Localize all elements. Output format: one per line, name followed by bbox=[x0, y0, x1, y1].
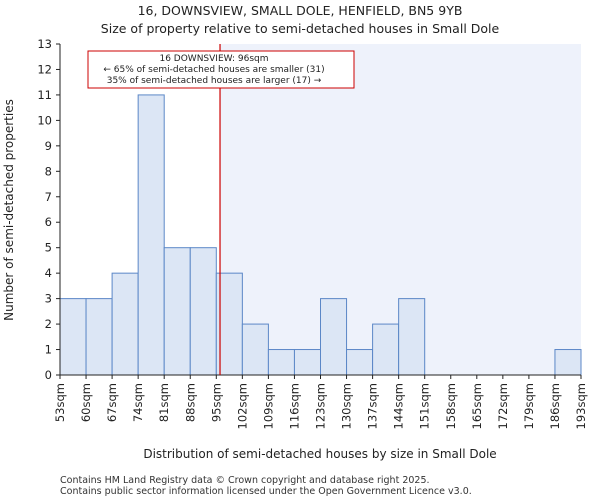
x-tick-label: 95sqm bbox=[209, 383, 223, 422]
x-tick-label: 158sqm bbox=[444, 383, 458, 429]
y-tick-label: 13 bbox=[37, 37, 52, 51]
x-tick-label: 130sqm bbox=[340, 383, 354, 429]
bar-137sqm bbox=[372, 323, 400, 376]
x-tick-label: 137sqm bbox=[366, 383, 380, 429]
y-tick-label: 0 bbox=[45, 368, 52, 382]
y-tick-label: 5 bbox=[45, 241, 52, 255]
bar-144sqm bbox=[398, 298, 426, 376]
chart-subtitle: Size of property relative to semi-detach… bbox=[101, 21, 500, 36]
x-tick-label: 116sqm bbox=[287, 383, 301, 429]
annotation-box: 16 DOWNSVIEW: 96sqm ← 65% of semi-detach… bbox=[87, 50, 355, 89]
y-tick-label: 12 bbox=[37, 62, 52, 76]
y-tick-label: 11 bbox=[37, 88, 52, 102]
x-tick-label: 109sqm bbox=[261, 383, 275, 429]
chart-title: 16, DOWNSVIEW, SMALL DOLE, HENFIELD, BN5… bbox=[138, 3, 463, 18]
x-tick-label: 193sqm bbox=[574, 383, 588, 429]
y-tick-label: 6 bbox=[45, 215, 52, 229]
bar-53sqm bbox=[59, 298, 87, 376]
annotation-border bbox=[87, 50, 355, 89]
y-tick-label: 7 bbox=[45, 190, 52, 204]
bar-186sqm bbox=[554, 349, 582, 376]
y-axis-title: Number of semi-detached properties bbox=[2, 99, 16, 321]
y-tick-label: 9 bbox=[45, 139, 52, 153]
bar-74sqm bbox=[137, 94, 165, 376]
x-tick-label: 81sqm bbox=[157, 383, 171, 422]
x-tick-label: 88sqm bbox=[183, 383, 197, 422]
bar-81sqm bbox=[163, 247, 191, 376]
bar-109sqm bbox=[267, 349, 295, 376]
x-tick-label: 74sqm bbox=[131, 383, 145, 422]
footer-line-2: Contains public sector information licen… bbox=[60, 486, 472, 497]
bars-group bbox=[59, 94, 582, 376]
x-tick-label: 102sqm bbox=[235, 383, 249, 429]
bar-130sqm bbox=[346, 349, 374, 376]
x-tick-label: 53sqm bbox=[53, 383, 67, 422]
y-tick-label: 8 bbox=[45, 164, 52, 178]
bar-60sqm bbox=[85, 298, 113, 376]
y-tick-label: 4 bbox=[45, 266, 52, 280]
annotation-line-2: ← 65% of semi-detached houses are smalle… bbox=[103, 65, 324, 75]
y-tick-label: 10 bbox=[37, 113, 52, 127]
bar-116sqm bbox=[293, 349, 322, 376]
x-tick-label: 144sqm bbox=[392, 383, 406, 429]
y-tick-label: 3 bbox=[45, 292, 52, 306]
y-tick-label: 1 bbox=[45, 343, 52, 357]
annotation-line-1: 16 DOWNSVIEW: 96sqm bbox=[159, 54, 268, 64]
x-tick-label: 179sqm bbox=[522, 383, 536, 429]
x-tick-label: 165sqm bbox=[470, 383, 484, 429]
bar-88sqm bbox=[189, 247, 217, 376]
x-tick-label: 151sqm bbox=[418, 383, 432, 429]
x-tick-label: 60sqm bbox=[79, 383, 93, 422]
annotation-line-3: 35% of semi-detached houses are larger (… bbox=[107, 76, 322, 86]
x-tick-label: 186sqm bbox=[548, 383, 562, 429]
x-tick-label: 123sqm bbox=[314, 383, 328, 429]
footer-line-1: Contains HM Land Registry data © Crown c… bbox=[60, 475, 430, 486]
x-axis-title: Distribution of semi-detached houses by … bbox=[143, 447, 496, 461]
y-tick-label: 2 bbox=[45, 317, 52, 331]
bar-123sqm bbox=[320, 298, 348, 376]
x-tick-label: 67sqm bbox=[105, 383, 119, 422]
bar-67sqm bbox=[111, 272, 139, 376]
x-tick-label: 172sqm bbox=[496, 383, 510, 429]
x-axis-ticks: 53sqm 60sqm 67sqm 74sqm 81sqm 88sqm 95sqm 102sq… bbox=[53, 375, 588, 429]
bar-102sqm bbox=[241, 323, 269, 376]
